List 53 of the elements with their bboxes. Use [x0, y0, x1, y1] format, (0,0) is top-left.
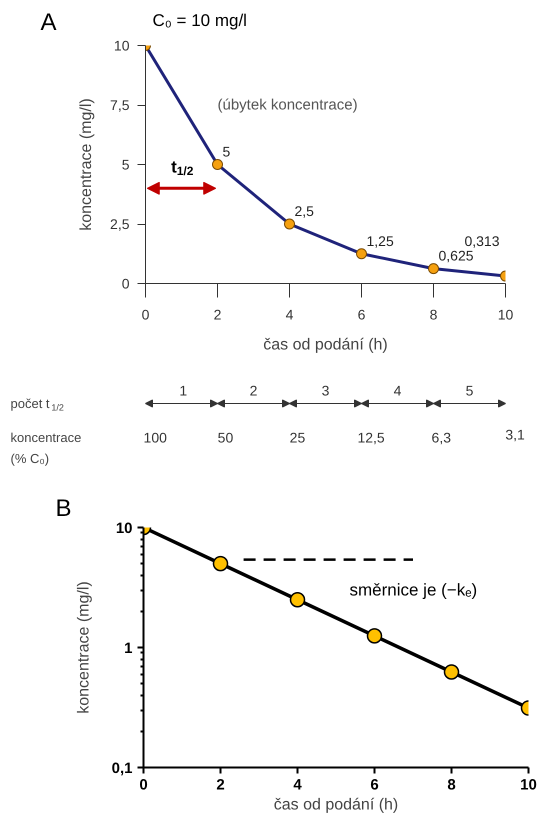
y-tick-label: 2,5: [110, 216, 130, 232]
text: 2: [250, 382, 258, 398]
text: 3: [322, 382, 330, 398]
chart-title: B: [56, 495, 72, 522]
annotation: směrnice je (−kₑ): [349, 580, 478, 600]
y-tick-label: 10: [114, 38, 130, 54]
x-tick-label: 6: [358, 306, 366, 322]
point: [284, 218, 295, 230]
chart-title: A: [40, 9, 57, 36]
y-tick-label: 7,5: [110, 97, 130, 113]
text: (% C₀): [10, 451, 50, 466]
data-label: 5: [222, 144, 230, 160]
x-tick-label: 10: [498, 306, 514, 322]
y-tick-label: 10: [116, 520, 133, 537]
x-tick-label: 8: [447, 776, 456, 794]
x-axis-title: čas od podání (h): [274, 796, 398, 814]
point: [444, 664, 460, 680]
text: 100: [144, 430, 168, 446]
y-axis-title: koncentrace (mg/l): [78, 98, 96, 231]
y-axis-title: koncentrace (mg/l): [76, 581, 93, 714]
x-tick-label: 2: [214, 306, 222, 322]
data-label: 1,25: [366, 232, 394, 249]
text: 5: [466, 382, 474, 398]
y-tick-label: 0,1: [112, 760, 133, 777]
x-tick-label: 6: [370, 776, 379, 794]
x-tick-label: 0: [139, 776, 148, 794]
annotation: (úbytek koncentrace): [218, 96, 358, 114]
text: koncentrace: [10, 430, 82, 445]
point: [212, 556, 228, 572]
y-tick-label: 0: [122, 276, 130, 292]
text: 4: [394, 382, 402, 398]
point: [366, 628, 382, 644]
text: 6,3: [432, 430, 452, 446]
y-tick-label: 5: [122, 156, 130, 172]
text: 25: [290, 430, 306, 446]
x-tick-label: 0: [142, 306, 150, 322]
x-tick-label: 8: [430, 306, 438, 322]
x-axis-title: čas od podání (h): [263, 336, 388, 354]
point: [290, 592, 306, 608]
data-label: 2,5: [294, 203, 314, 219]
x-tick-label: 2: [216, 776, 225, 794]
data-label: 0,313: [464, 233, 500, 250]
text: 3,1: [505, 426, 526, 442]
text: 50: [218, 430, 234, 446]
text: 1: [179, 382, 188, 398]
text: 12,5: [357, 430, 385, 446]
point: [356, 248, 367, 260]
x-tick-label: 10: [520, 776, 537, 794]
x-tick-label: 4: [286, 306, 294, 322]
x-tick-label: 4: [293, 776, 302, 794]
y-tick-label: 1: [124, 640, 132, 657]
data-label: 0,625: [438, 248, 474, 264]
text: C₀ = 10 mg/l: [152, 11, 247, 30]
